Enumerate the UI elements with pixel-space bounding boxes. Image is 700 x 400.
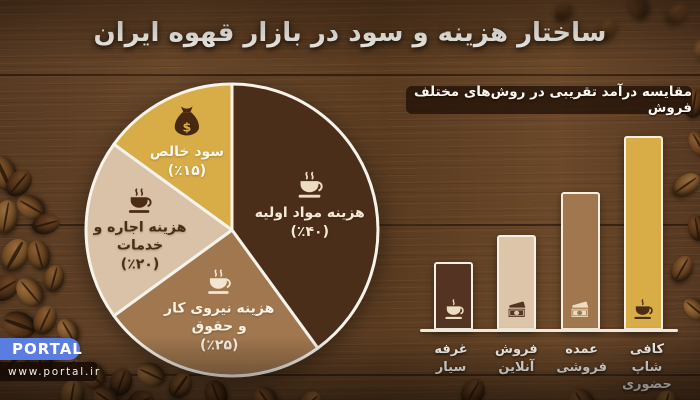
bar-chart: [434, 136, 663, 330]
bar-category-label: عمده فروشی: [556, 342, 607, 375]
pie-slice-label: هزینه اجاره و خدمات (٪۲۰): [94, 186, 187, 275]
coffee-bean: [293, 386, 327, 400]
pie-slice-label: هزینه نیروی کار و حقوق (٪۲۵): [164, 266, 274, 355]
coffee-cup-icon: [441, 297, 467, 323]
bar: [434, 262, 473, 330]
coffee-cup-icon: [255, 169, 365, 203]
bar: [560, 192, 600, 330]
bar-chart-baseline: [420, 329, 678, 332]
money-bag-icon: $: [150, 103, 224, 141]
banknote-icon: [504, 297, 530, 323]
site-url: www.portal.ir: [0, 362, 99, 381]
coffee-cup-icon: [630, 297, 656, 323]
coffee-bean: [667, 168, 700, 202]
coffee-bean: [684, 127, 700, 161]
bar: [497, 235, 537, 330]
coffee-bean: [666, 251, 698, 287]
bar: [623, 136, 663, 330]
bar-chart-subtitle: مقایسه درآمد تقریبی در روش‌های مختلف فرو…: [406, 84, 692, 116]
bar-chart-labels: غرفه سیار فروش آنلاین عمده فروشی کافی شاپ حضور…: [421, 341, 677, 394]
pie-slice-label: هزینه مواد اولیه (٪۴۰): [255, 169, 365, 241]
bar-category-label: کافی شاپ حضوری: [622, 342, 672, 393]
banknote-icon: [567, 297, 593, 323]
coffee-bean: [248, 382, 284, 400]
pie-chart: هزینه مواد اولیه (٪۴۰) هزینه نیروی کار و ح…: [78, 76, 386, 384]
coffee-cup-icon: [94, 186, 187, 218]
page-title: ساختار هزینه و سود در بازار قهوه ایران: [93, 18, 607, 48]
bar-category-label: غرفه سیار: [434, 342, 468, 375]
portal-logo: PORTAL: [0, 338, 82, 360]
coffee-bean: [679, 293, 700, 325]
svg-text:$: $: [183, 119, 192, 134]
pie-slice-label: $ سود خالص (٪۱۵): [150, 103, 224, 179]
coffee-bean: [685, 213, 700, 243]
bar-category-label: فروش آنلاین: [495, 342, 538, 375]
